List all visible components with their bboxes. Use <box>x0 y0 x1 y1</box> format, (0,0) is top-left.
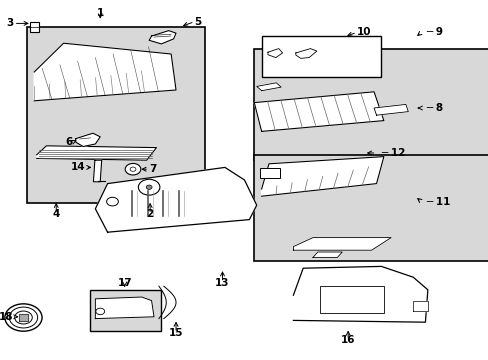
Text: 7: 7 <box>149 164 156 174</box>
Bar <box>30 22 39 32</box>
Text: 10: 10 <box>356 27 371 37</box>
Polygon shape <box>95 167 256 232</box>
Polygon shape <box>293 266 427 322</box>
Bar <box>320 286 383 313</box>
Text: 5: 5 <box>194 17 202 27</box>
Polygon shape <box>373 104 407 115</box>
Text: ─ 11: ─ 11 <box>426 197 450 207</box>
Bar <box>254 49 488 160</box>
Polygon shape <box>19 314 28 321</box>
Text: 6: 6 <box>65 137 72 147</box>
Polygon shape <box>267 49 282 58</box>
Circle shape <box>106 197 118 206</box>
Text: 17: 17 <box>117 278 132 288</box>
Bar <box>260 168 279 178</box>
Polygon shape <box>412 301 427 311</box>
Text: 4: 4 <box>52 209 60 219</box>
Polygon shape <box>254 92 383 131</box>
Polygon shape <box>312 252 342 257</box>
Text: 3: 3 <box>6 18 14 28</box>
Polygon shape <box>261 157 383 196</box>
Polygon shape <box>37 146 156 160</box>
Text: 14: 14 <box>71 162 85 172</box>
Text: ─ 9: ─ 9 <box>426 27 443 37</box>
Polygon shape <box>149 31 176 44</box>
Bar <box>90 290 161 331</box>
Bar <box>261 36 381 77</box>
Polygon shape <box>34 43 176 101</box>
Bar <box>254 155 488 261</box>
Text: ─ 8: ─ 8 <box>426 103 443 113</box>
Text: 2: 2 <box>146 209 153 219</box>
Circle shape <box>138 179 160 195</box>
Polygon shape <box>76 133 100 147</box>
Polygon shape <box>256 83 281 91</box>
Text: 16: 16 <box>340 335 355 345</box>
Polygon shape <box>159 286 176 319</box>
Polygon shape <box>293 238 390 250</box>
Text: 15: 15 <box>168 328 183 338</box>
Polygon shape <box>295 49 316 58</box>
Text: 1: 1 <box>97 8 103 18</box>
Circle shape <box>125 163 141 175</box>
Circle shape <box>15 311 32 324</box>
Circle shape <box>130 167 136 171</box>
Circle shape <box>5 304 42 331</box>
Text: 18: 18 <box>0 312 14 322</box>
Polygon shape <box>93 160 102 182</box>
Text: 13: 13 <box>215 278 229 288</box>
Circle shape <box>96 308 104 315</box>
Bar <box>27 27 205 203</box>
Circle shape <box>146 185 152 189</box>
Circle shape <box>9 307 38 328</box>
Polygon shape <box>95 297 154 319</box>
Text: ─ 12: ─ 12 <box>381 148 405 158</box>
